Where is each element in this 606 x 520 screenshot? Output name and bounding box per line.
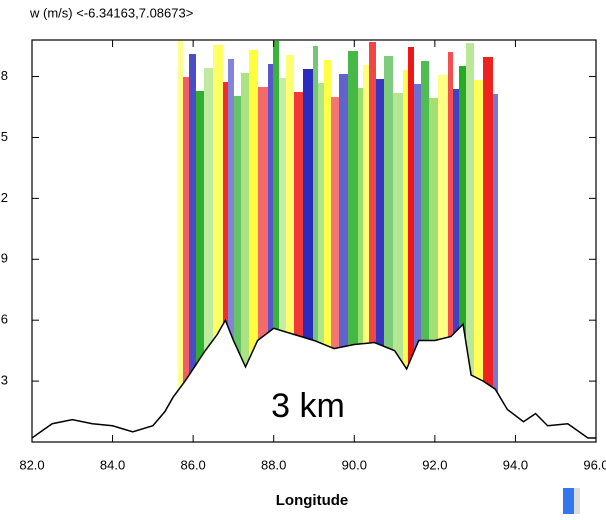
contour-band bbox=[429, 98, 438, 438]
contour-band bbox=[384, 56, 393, 438]
contour-band bbox=[228, 59, 234, 438]
contour-band bbox=[421, 61, 429, 438]
contour-band bbox=[204, 68, 213, 438]
contour-field bbox=[178, 40, 498, 438]
contour-band bbox=[448, 52, 453, 438]
contour-band bbox=[483, 57, 493, 438]
contour-band bbox=[369, 42, 376, 438]
x-tick-label: 84.0 bbox=[100, 457, 125, 472]
contour-band bbox=[313, 46, 318, 438]
contour-band bbox=[318, 83, 324, 438]
contour-band bbox=[466, 43, 474, 438]
x-tick-label: 96.0 bbox=[583, 457, 606, 472]
contour-band bbox=[178, 40, 183, 438]
contour-band bbox=[408, 47, 414, 438]
contour-band bbox=[358, 88, 363, 438]
y-tick-label: 3 bbox=[1, 373, 8, 388]
contour-band bbox=[348, 51, 358, 438]
contour-band bbox=[331, 97, 339, 438]
contour-band bbox=[196, 91, 204, 438]
contour-band bbox=[213, 45, 223, 438]
contour-band bbox=[303, 69, 313, 438]
contour-band bbox=[474, 80, 483, 438]
x-tick-label: 88.0 bbox=[261, 457, 286, 472]
contour-band bbox=[376, 79, 384, 438]
contour-band bbox=[294, 92, 303, 438]
contour-band bbox=[273, 41, 279, 438]
chart-title: w (m/s) <-6.34163,7.08673> bbox=[29, 5, 193, 20]
y-tick-label: 9 bbox=[1, 251, 8, 266]
contour-band bbox=[414, 84, 421, 438]
x-tick-label: 94.0 bbox=[503, 457, 528, 472]
contour-band bbox=[363, 65, 369, 438]
contour-band bbox=[286, 55, 294, 438]
annotation: 3 km bbox=[271, 387, 345, 425]
y-tick-label: 6 bbox=[1, 312, 8, 327]
contour-band bbox=[268, 64, 273, 438]
contour-band bbox=[339, 74, 348, 438]
x-tick-label: 82.0 bbox=[19, 457, 44, 472]
scroll-indicator bbox=[563, 488, 574, 514]
plot-frame bbox=[31, 39, 597, 443]
contour-band bbox=[279, 78, 286, 438]
contour-band bbox=[324, 60, 331, 438]
contour-band bbox=[438, 75, 448, 438]
contour-band bbox=[183, 77, 189, 438]
contour-band bbox=[493, 94, 498, 438]
contour-band bbox=[223, 82, 228, 438]
contour-band bbox=[459, 66, 466, 438]
contour-band bbox=[453, 89, 459, 438]
contour-band bbox=[234, 96, 241, 438]
x-tick-label: 86.0 bbox=[180, 457, 205, 472]
y-tick-label: 2 bbox=[1, 190, 8, 205]
terrain-line bbox=[31, 318, 596, 439]
contour-band bbox=[393, 93, 403, 438]
x-tick-label: 92.0 bbox=[422, 457, 447, 472]
contour-band bbox=[241, 73, 249, 438]
scroll-track bbox=[574, 488, 580, 514]
contour-band bbox=[403, 70, 408, 438]
x-tick-label: 90.0 bbox=[342, 457, 367, 472]
y-tick-label: 5 bbox=[1, 129, 8, 144]
contour-band bbox=[258, 87, 268, 438]
x-axis-label: Longitude bbox=[276, 492, 348, 509]
y-tick-label: 8 bbox=[1, 68, 8, 83]
contour-band bbox=[189, 54, 196, 438]
contour-band bbox=[249, 50, 258, 438]
